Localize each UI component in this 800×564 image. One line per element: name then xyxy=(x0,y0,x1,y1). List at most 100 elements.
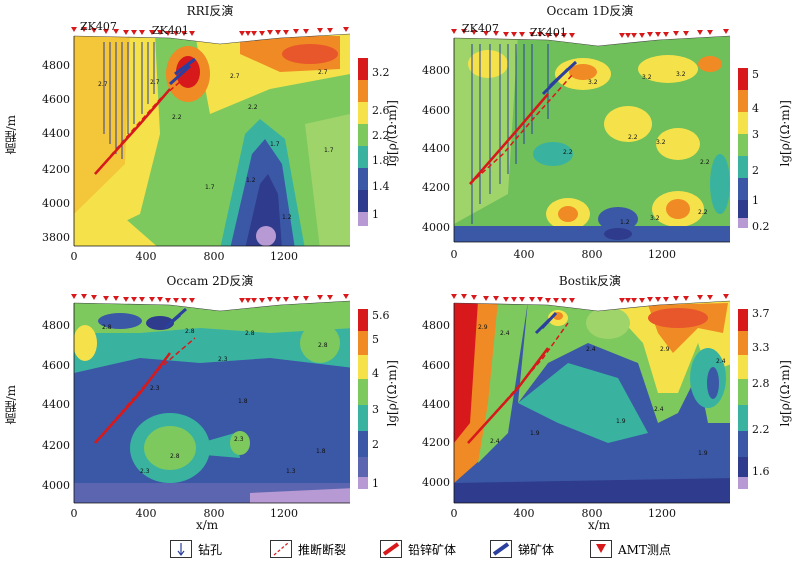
panel-rri: 2.7 2.7 2.7 2.7 2.2 2.2 1.7 1.7 1.2 1.2 … xyxy=(42,20,390,263)
contour-label: 2.8 xyxy=(245,330,255,337)
contour-label: 2.4 xyxy=(586,346,596,353)
drill-holes-rri xyxy=(103,42,155,159)
contour-label: 3.2 xyxy=(656,139,666,146)
contour-label: 1.3 xyxy=(286,468,296,475)
svg-text:1.4: 1.4 xyxy=(372,180,390,193)
svg-text:1200: 1200 xyxy=(648,507,676,520)
colorbar-label-bostik: lg[ρ/(Ω·m)] xyxy=(778,360,792,427)
contour-label: 2.3 xyxy=(140,468,150,475)
fault-line-occam1d xyxy=(469,73,574,185)
y-ticks-rri: 4800 4600 4400 4200 4000 3800 xyxy=(42,59,70,244)
x-ticks-rri: 0 400 800 1200 xyxy=(71,250,299,263)
svg-text:4600: 4600 xyxy=(422,359,450,372)
contour-label: 2.2 xyxy=(700,159,710,166)
svg-text:4600: 4600 xyxy=(42,359,70,372)
svg-text:5: 5 xyxy=(372,333,379,346)
svg-text:0: 0 xyxy=(71,507,78,520)
pbzn-orebody-icon xyxy=(380,540,402,558)
svg-text:4800: 4800 xyxy=(422,64,450,77)
colorbar-rri: 3.2 2.6 2.2 1.8 1.4 1 xyxy=(358,58,390,226)
svg-text:4400: 4400 xyxy=(42,127,70,140)
contour-label: 1.2 xyxy=(620,219,630,226)
contour-label: 2.2 xyxy=(172,114,182,121)
svg-text:800: 800 xyxy=(204,250,225,263)
svg-text:5: 5 xyxy=(752,68,759,81)
legend-label: 钻孔 xyxy=(198,542,223,557)
panel-bostik: 2.9 2.4 2.4 2.9 2.4 2.4 1.9 1.9 2.4 1.9 … xyxy=(422,294,770,520)
colorbar-label-occam2d: lg[ρ/(Ω·m)] xyxy=(385,360,399,427)
fault-line-rri xyxy=(94,68,196,175)
svg-text:1200: 1200 xyxy=(648,248,676,261)
svg-text:4400: 4400 xyxy=(42,398,70,411)
svg-text:2.6: 2.6 xyxy=(372,104,390,117)
svg-text:4000: 4000 xyxy=(42,197,70,210)
x-ticks-occam1d: 0 400 800 1200 xyxy=(451,248,677,261)
sb-orebody-occam2d xyxy=(164,307,187,330)
panel-title-rri: RRI反演 xyxy=(186,4,234,18)
y-ticks-occam2d: 4800 4600 4400 4200 4000 xyxy=(42,319,70,492)
svg-text:1: 1 xyxy=(752,194,759,207)
amt-stations-occam2d xyxy=(71,294,349,303)
svg-text:3: 3 xyxy=(372,403,379,416)
svg-text:800: 800 xyxy=(582,507,603,520)
legend-label: 铅锌矿体 xyxy=(408,542,457,557)
svg-text:0: 0 xyxy=(71,250,78,263)
svg-text:4: 4 xyxy=(752,102,759,115)
x-ticks-bostik: 0 400 800 1200 xyxy=(451,507,677,520)
contour-label: 1.8 xyxy=(238,398,248,405)
contour-label: 2.8 xyxy=(318,342,328,349)
contour-label: 3.2 xyxy=(676,71,686,78)
contour-label: 2.8 xyxy=(102,324,112,331)
contour-label: 2.2 xyxy=(248,104,258,111)
pbzn-orebody-occam2d xyxy=(94,352,171,444)
contour-label: 3.2 xyxy=(650,215,660,222)
svg-text:0: 0 xyxy=(451,507,458,520)
sb-orebody-icon xyxy=(490,540,512,558)
contour-label: 1.9 xyxy=(530,430,540,437)
pbzn-orebody-occam1d xyxy=(469,93,549,185)
legend-item-pbzn: 铅锌矿体 xyxy=(380,540,456,558)
colorbar-label-rri: lg[ρ/(Ω·m)] xyxy=(385,100,399,167)
svg-text:400: 400 xyxy=(514,507,535,520)
legend: 钻孔 推断断裂 铅锌矿体 锑矿体 AMT测点 xyxy=(170,540,770,560)
panel-occam2d: 2.8 2.8 2.8 2.3 2.3 1.8 2.8 2.3 1.3 2.3 … xyxy=(42,294,390,520)
amt-stations-bostik xyxy=(451,294,729,303)
contour-label: 2.8 xyxy=(170,453,180,460)
svg-text:3.2: 3.2 xyxy=(372,66,390,79)
svg-text:4000: 4000 xyxy=(42,479,70,492)
contour-label: 2.4 xyxy=(654,406,664,413)
amt-stations-rri xyxy=(71,27,349,36)
colorbar-occam1d: 5 4 3 2 1 0.2 xyxy=(738,68,770,233)
legend-label: 锑矿体 xyxy=(518,542,555,557)
sb-orebody-occam1d xyxy=(541,60,578,96)
svg-text:4400: 4400 xyxy=(422,142,450,155)
colorbar-bostik: 3.7 3.3 2.8 2.2 1.6 xyxy=(738,307,770,489)
contour-label: 2.3 xyxy=(150,385,160,392)
svg-text:4000: 4000 xyxy=(422,221,450,234)
drill-holes-occam1d xyxy=(471,44,549,224)
svg-text:400: 400 xyxy=(136,250,157,263)
svg-text:4800: 4800 xyxy=(422,319,450,332)
svg-text:2.2: 2.2 xyxy=(752,423,770,436)
svg-text:1: 1 xyxy=(372,208,379,221)
svg-text:5.6: 5.6 xyxy=(372,309,390,322)
sb-orebody-rri xyxy=(168,57,196,86)
contour-label: 2.9 xyxy=(660,346,670,353)
y-ticks-occam1d: 4800 4600 4400 4200 4000 xyxy=(422,64,450,234)
panel-title-occam1d: Occam 1D反演 xyxy=(546,4,634,18)
well-label-zk401: ZK401 xyxy=(530,26,567,39)
contour-label: 1.9 xyxy=(616,418,626,425)
pbzn-orebody-rri xyxy=(94,88,171,175)
contour-label: 2.4 xyxy=(490,438,500,445)
well-label-zk407: ZK407 xyxy=(462,22,499,35)
contour-label: 2.2 xyxy=(563,149,573,156)
legend-label: AMT测点 xyxy=(618,542,671,557)
contour-label: 2.3 xyxy=(218,356,228,363)
drill-hole-icon xyxy=(170,540,192,558)
contour-label: 1.7 xyxy=(205,184,215,191)
svg-text:0.2: 0.2 xyxy=(752,220,770,233)
resistivity-field-occam2d xyxy=(74,301,350,503)
contour-label: 1.2 xyxy=(246,177,256,184)
fault-icon xyxy=(270,540,292,558)
contour-label: 2.7 xyxy=(150,79,160,86)
